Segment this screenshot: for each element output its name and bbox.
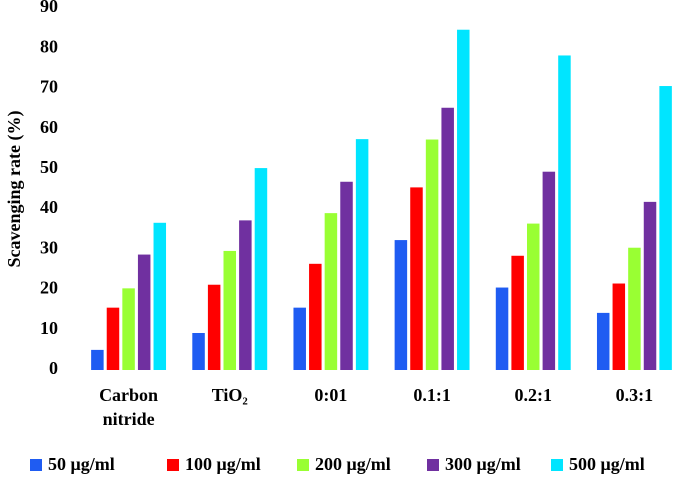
y-tick-label: 60 xyxy=(40,117,58,137)
legend-label: 200 μg/ml xyxy=(315,454,391,474)
legend-label: 300 μg/ml xyxy=(445,454,521,474)
bar xyxy=(153,222,167,370)
x-tick-label: 0.3:1 xyxy=(615,385,654,405)
bar xyxy=(254,168,268,370)
bar xyxy=(558,55,571,371)
y-tick-label: 40 xyxy=(40,197,58,217)
bar xyxy=(207,284,221,370)
bar xyxy=(457,29,470,370)
bar xyxy=(394,240,408,370)
legend-swatch xyxy=(167,459,179,471)
bar xyxy=(495,287,509,370)
y-tick-label: 50 xyxy=(40,157,58,177)
x-tick-label: 0.1:1 xyxy=(413,385,451,405)
bar xyxy=(596,312,610,370)
legend-swatch xyxy=(297,459,309,471)
bar xyxy=(542,171,556,370)
bar xyxy=(106,307,120,370)
bar xyxy=(511,255,524,370)
bar xyxy=(223,250,236,370)
y-axis-label: Scavenging rate (%) xyxy=(4,111,25,268)
x-tick-label: Carbon nitride xyxy=(99,385,159,429)
bar xyxy=(192,332,205,370)
bar xyxy=(628,247,641,370)
legend-swatch xyxy=(551,459,563,471)
legend-label: 500 μg/ml xyxy=(569,454,645,474)
bar xyxy=(293,307,306,370)
bar xyxy=(659,86,672,370)
bar xyxy=(410,187,423,370)
bar xyxy=(527,223,540,370)
y-tick-label: 70 xyxy=(40,77,58,97)
bar xyxy=(309,263,322,370)
bar xyxy=(239,220,252,370)
y-tick-label: 90 xyxy=(40,0,58,16)
bar xyxy=(425,139,439,370)
x-tick-label: 0:01 xyxy=(314,385,348,405)
bar xyxy=(643,201,657,370)
y-tick-label: 20 xyxy=(40,278,58,298)
legend-label: 100 μg/ml xyxy=(185,454,261,474)
bar xyxy=(441,107,454,371)
x-tick-label: 0.2:1 xyxy=(514,385,553,405)
bar xyxy=(91,349,104,370)
y-tick-label: 10 xyxy=(40,318,58,338)
y-tick-label: 0 xyxy=(49,358,58,378)
y-tick-label: 30 xyxy=(40,237,58,257)
bar xyxy=(340,181,353,370)
y-tick-label: 80 xyxy=(40,36,58,56)
bar xyxy=(137,254,151,370)
legend-swatch xyxy=(427,459,439,471)
bar xyxy=(324,213,338,370)
bar xyxy=(122,288,135,370)
legend-label: 50 μg/ml xyxy=(48,454,115,474)
bar xyxy=(612,283,626,370)
legend-swatch xyxy=(30,459,42,471)
x-tick-label: TiO₂ xyxy=(211,385,248,405)
bar xyxy=(355,139,369,370)
